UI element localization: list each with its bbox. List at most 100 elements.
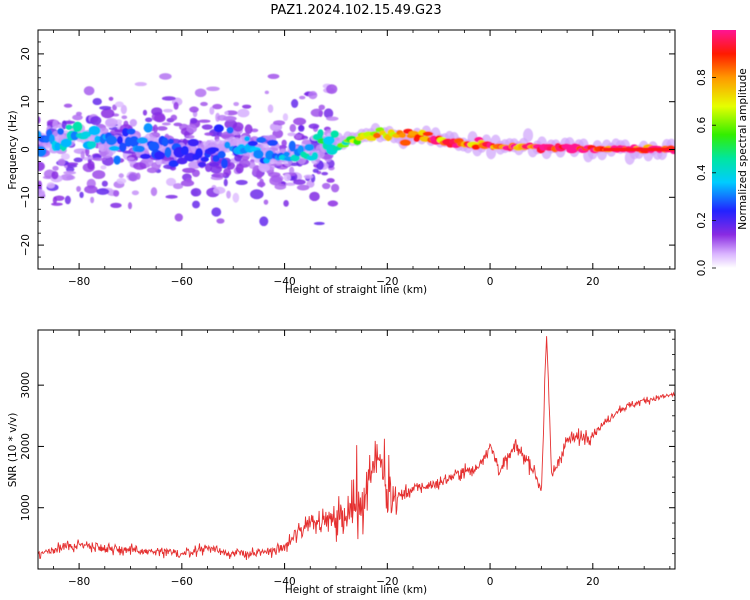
spectrogram-noise-blob	[291, 99, 299, 108]
spectrogram-ridge-blob	[398, 132, 407, 139]
spectrogram-noise-blob	[274, 183, 287, 190]
spectrogram-noise-blob	[72, 114, 83, 121]
spectrogram-noise-blob	[206, 86, 220, 92]
chart-title: PAZ1.2024.102.15.49.G23	[270, 3, 441, 18]
spectrogram-ridge-blob	[200, 156, 209, 162]
spectrogram-noise-blob	[173, 183, 184, 190]
spectrogram-noise-blob	[224, 119, 238, 129]
spectrogram-noise-blob	[38, 189, 46, 197]
spectrogram-noise-blob	[242, 104, 252, 109]
spectrogram-noise-blob	[61, 120, 67, 130]
spectrogram-ridge-blob	[176, 157, 188, 165]
spectrogram-noise-blob	[113, 190, 120, 197]
snr-ticks: −80 −60 −40 −20 0 20 1000 2000 3000	[20, 330, 675, 588]
snr-xtick-label: −20	[376, 576, 398, 588]
spectrogram-noise-blob	[118, 173, 124, 178]
spectrogram-ridge-blob	[113, 155, 121, 165]
spectrogram-noise-blob	[233, 101, 239, 107]
snr-xtick-label: −80	[68, 576, 90, 588]
snr-xtick-label: 0	[487, 576, 494, 588]
colorbar: 0.0 0.2 0.4 0.6 0.8 Normalized spectral ampl…	[696, 30, 749, 276]
spectrogram-noise-blob	[272, 129, 284, 139]
spectrogram-noise-blob	[38, 116, 41, 124]
spectrogram-ridge-blob	[265, 150, 275, 160]
spectrogram-ridge-tail	[603, 147, 675, 152]
spectrogram-noise-blob	[91, 157, 106, 161]
spectrogram-noise-blob	[53, 195, 65, 201]
spectrogram-noise-blob	[96, 188, 110, 195]
spectrogram-noise-blob	[204, 132, 214, 136]
spectrogram-xtick-label: 0	[487, 276, 494, 288]
spectrogram-noise-blob	[189, 117, 198, 124]
spectrogram-noise-blob	[131, 190, 139, 196]
spectrogram-ridge-blob	[86, 140, 97, 149]
spectrogram-ridge-blob	[72, 121, 83, 133]
spectrogram-noise-blob	[293, 117, 307, 126]
spectrogram-noise-blob	[120, 104, 127, 115]
spectrogram-noise-blob	[174, 213, 183, 222]
spectrogram-noise-blob	[226, 190, 231, 199]
spectrogram-ridge-blob	[399, 139, 411, 147]
spectrogram-noise-blob	[211, 207, 222, 217]
colorbar-gradient	[712, 30, 736, 268]
spectrogram-noise-blob	[182, 167, 196, 173]
spectrogram-noise-blob	[310, 108, 324, 117]
spectrogram-noise-blob	[287, 132, 296, 137]
spectrogram-noise-blob	[264, 90, 269, 95]
spectrogram-noise-blob	[191, 169, 200, 178]
spectrogram-noise-blob	[145, 117, 153, 123]
spectrogram-noise-blob	[90, 116, 102, 126]
spectrogram-ridge-blob	[108, 145, 120, 152]
colorbar-label: Normalized spectral amplitude	[737, 68, 749, 229]
spectrogram-noise-blob	[142, 109, 148, 116]
spectrogram-noise-blob	[52, 165, 59, 171]
spectrogram-noise-blob	[99, 105, 112, 110]
spectrogram-noise-blob	[282, 113, 289, 122]
spectrogram-noise-blob	[101, 180, 108, 187]
spectrogram-ridge-blob	[213, 124, 224, 133]
spectrogram-ytick-label: 0	[20, 146, 32, 153]
spectrogram-noise-blob	[114, 129, 125, 133]
spectrogram-noise-blob	[201, 124, 213, 130]
spectrogram-noise-blob	[60, 173, 74, 181]
spectrogram-noise-blob	[92, 170, 106, 180]
spectrogram-noise-blob	[134, 81, 147, 87]
spectrogram-noise-blob	[283, 173, 291, 182]
spectrogram-noise-blob	[101, 155, 114, 166]
spectrogram-xtick-label: −40	[273, 276, 295, 288]
spectrogram-ridge-blob	[304, 143, 315, 152]
spectrogram-noise-blob	[213, 186, 226, 195]
spectrogram-noise-blob	[100, 108, 115, 119]
spectrogram-ridge-blob	[148, 141, 160, 152]
spectrogram-ridge-blob	[422, 131, 434, 137]
spectrogram-noise-blob	[293, 179, 306, 185]
spectrogram-noise-blob	[212, 103, 223, 110]
snr-ytick-label: 3000	[20, 372, 32, 399]
spectrogram-noise-blob	[46, 182, 55, 189]
spectrogram-noise-blob	[326, 178, 335, 183]
spectrogram-noise-blob	[267, 104, 274, 113]
spectrogram-xtick-label: −20	[376, 276, 398, 288]
spectrogram-noise-blob	[209, 106, 215, 115]
spectrogram-noise-blob	[312, 168, 319, 173]
spectrogram-noise-blob	[159, 73, 172, 80]
spectrogram-noise-blob	[210, 165, 222, 174]
spectrogram-noise-blob	[121, 115, 128, 120]
spectrogram-ridge-blob	[116, 136, 123, 145]
spectrogram-noise-blob	[87, 160, 95, 170]
spectrogram-noise-blob	[326, 116, 339, 121]
spectrogram-noise-blob	[273, 120, 286, 126]
spectrogram-noise-blob	[235, 179, 248, 186]
spectrogram-noise-blob	[105, 117, 118, 127]
spectrogram-noise-blob	[60, 153, 70, 160]
spectrogram-noise-blob	[303, 174, 314, 179]
spectrogram-noise-blob	[299, 95, 306, 100]
spectrogram-noise-blob	[162, 108, 173, 113]
spectrogram-noise-blob	[272, 124, 281, 130]
spectrogram-noise-blob	[127, 157, 135, 161]
spectrogram-noise-blob	[200, 101, 208, 107]
snr-xlabel: Height of straight line (km)	[285, 584, 427, 596]
colorbar-tick-label: 0.6	[696, 117, 708, 134]
snr-ylabel: SNR (10 * v/v)	[7, 413, 19, 488]
